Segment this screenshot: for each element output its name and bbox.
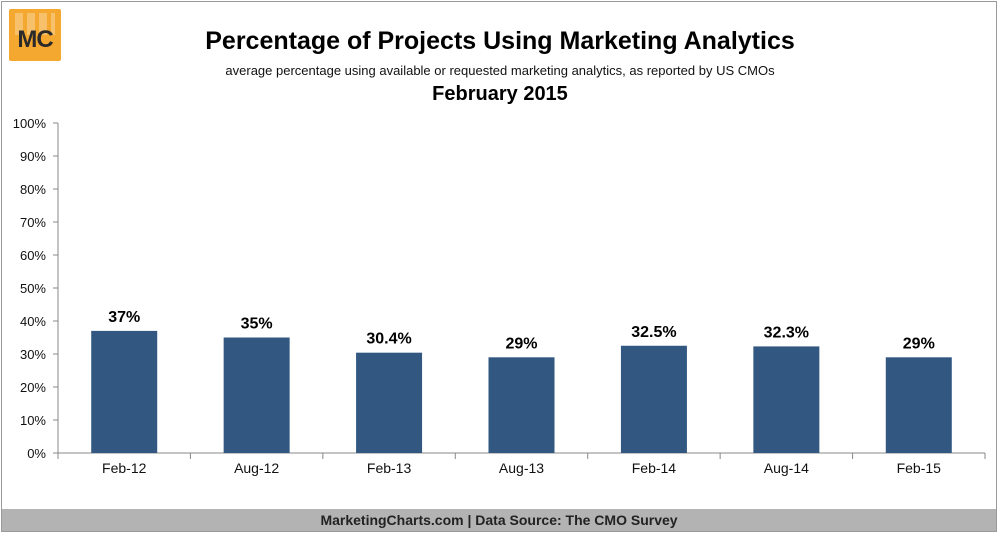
logo-text: MC xyxy=(17,26,53,53)
bar xyxy=(91,330,158,453)
x-category-label: Feb-14 xyxy=(632,460,677,476)
chart-subtitle: average percentage using available or re… xyxy=(225,63,775,78)
y-tick-label: 70% xyxy=(20,215,46,230)
chart-title: Percentage of Projects Using Marketing A… xyxy=(205,27,795,55)
y-tick-label: 40% xyxy=(20,314,46,329)
x-category-label: Aug-13 xyxy=(499,460,544,476)
y-tick-label: 10% xyxy=(20,413,46,428)
data-label: 30.4% xyxy=(366,331,411,348)
data-label: 35% xyxy=(241,316,273,333)
x-category-label: Aug-12 xyxy=(234,460,279,476)
y-tick-label: 60% xyxy=(20,248,46,263)
data-label: 32.5% xyxy=(631,324,676,341)
bar xyxy=(488,357,555,453)
y-tick-label: 20% xyxy=(20,380,46,395)
chart-date: February 2015 xyxy=(432,83,568,105)
bar xyxy=(620,345,687,453)
y-tick-label: 100% xyxy=(13,116,47,131)
data-label: 29% xyxy=(505,335,537,352)
x-category-label: Feb-15 xyxy=(897,460,942,476)
bar xyxy=(223,337,290,453)
y-tick-label: 30% xyxy=(20,347,46,362)
source-footer: MarketingCharts.com | Data Source: The C… xyxy=(2,509,996,531)
y-tick-label: 0% xyxy=(27,446,46,461)
x-category-label: Feb-13 xyxy=(367,460,412,476)
y-tick-label: 50% xyxy=(20,281,46,296)
data-label: 37% xyxy=(108,309,140,326)
bar xyxy=(356,352,423,453)
bar xyxy=(753,346,820,453)
x-category-label: Feb-12 xyxy=(102,460,147,476)
marketingcharts-logo: MC xyxy=(9,9,61,61)
data-label: 29% xyxy=(903,335,935,352)
bar xyxy=(885,357,952,453)
y-tick-label: 80% xyxy=(20,182,46,197)
data-label: 32.3% xyxy=(764,324,809,341)
y-tick-label: 90% xyxy=(20,149,46,164)
x-category-label: Aug-14 xyxy=(764,460,809,476)
logo-pattern xyxy=(15,13,55,35)
